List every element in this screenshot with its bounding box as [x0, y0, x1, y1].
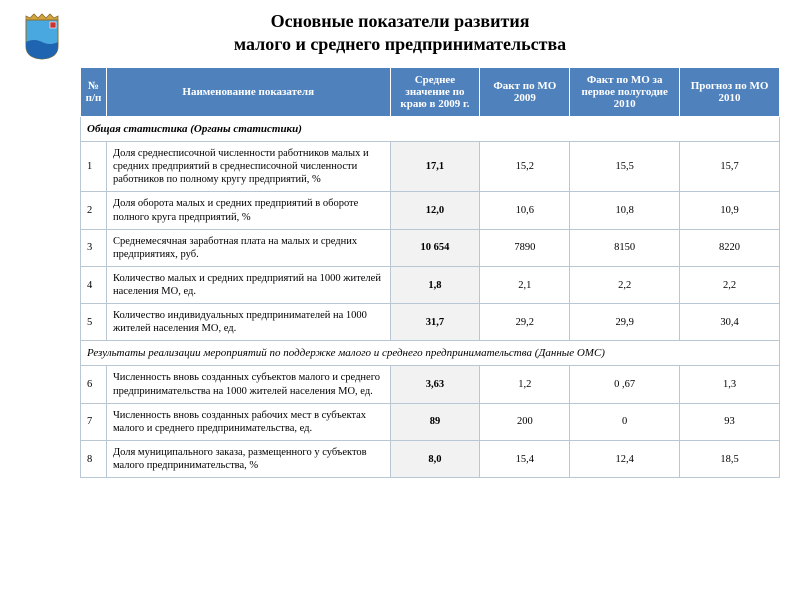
- page-title: Основные показатели развития малого и ср…: [18, 10, 782, 55]
- cell-prog2010: 10,9: [680, 192, 780, 229]
- table-row: 1Доля среднесписочной численности работн…: [81, 142, 780, 192]
- col-header-prog2010: Прогноз по МО 2010: [680, 68, 780, 117]
- cell-avg: 89: [390, 403, 480, 440]
- table-row: 3Среднемесячная заработная плата на малы…: [81, 229, 780, 266]
- cell-avg: 8,0: [390, 440, 480, 477]
- cell-num: 6: [81, 366, 107, 403]
- cell-fact2009: 15,2: [480, 142, 570, 192]
- table-row: 5Количество индивидуальных предпринимате…: [81, 304, 780, 341]
- cell-avg: 17,1: [390, 142, 480, 192]
- section-title-row: Общая статистика (Органы статистики): [81, 117, 780, 142]
- col-header-h12010: Факт по МО за первое полугодие 2010: [570, 68, 680, 117]
- cell-prog2010: 15,7: [680, 142, 780, 192]
- cell-name: Доля муниципального заказа, размещенного…: [106, 440, 390, 477]
- cell-num: 4: [81, 266, 107, 303]
- cell-prog2010: 18,5: [680, 440, 780, 477]
- cell-name: Численность вновь созданных субъектов ма…: [106, 366, 390, 403]
- section-title: Результаты реализации мероприятий по под…: [81, 341, 780, 366]
- cell-name: Количество малых и средних предприятий н…: [106, 266, 390, 303]
- cell-h12010: 0: [570, 403, 680, 440]
- table-row: 6Численность вновь созданных субъектов м…: [81, 366, 780, 403]
- title-line-2: малого и среднего предпринимательства: [234, 34, 566, 54]
- cell-prog2010: 2,2: [680, 266, 780, 303]
- cell-name: Количество индивидуальных предпринимател…: [106, 304, 390, 341]
- cell-avg: 1,8: [390, 266, 480, 303]
- cell-h12010: 12,4: [570, 440, 680, 477]
- cell-num: 7: [81, 403, 107, 440]
- cell-prog2010: 93: [680, 403, 780, 440]
- table-row: 2Доля оборота малых и средних предприяти…: [81, 192, 780, 229]
- col-header-name: Наименование показателя: [106, 68, 390, 117]
- col-header-avg: Среднее значение по краю в 2009 г.: [390, 68, 480, 117]
- cell-h12010: 2,2: [570, 266, 680, 303]
- emblem-icon: [22, 12, 62, 60]
- section-title-row: Результаты реализации мероприятий по под…: [81, 341, 780, 366]
- cell-name: Доля оборота малых и средних предприятий…: [106, 192, 390, 229]
- title-line-1: Основные показатели развития: [271, 11, 530, 31]
- cell-h12010: 15,5: [570, 142, 680, 192]
- col-header-fact2009: Факт по МО 2009: [480, 68, 570, 117]
- cell-num: 3: [81, 229, 107, 266]
- cell-fact2009: 200: [480, 403, 570, 440]
- cell-avg: 12,0: [390, 192, 480, 229]
- cell-h12010: 0 ,67: [570, 366, 680, 403]
- col-header-num: № п/п: [81, 68, 107, 117]
- cell-prog2010: 30,4: [680, 304, 780, 341]
- section-title: Общая статистика (Органы статистики): [81, 117, 780, 142]
- cell-h12010: 8150: [570, 229, 680, 266]
- cell-avg: 10 654: [390, 229, 480, 266]
- cell-name: Доля среднесписочной численности работни…: [106, 142, 390, 192]
- indicators-table: № п/п Наименование показателя Среднее зн…: [80, 67, 780, 478]
- table-row: 7Численность вновь созданных рабочих мес…: [81, 403, 780, 440]
- cell-avg: 31,7: [390, 304, 480, 341]
- cell-fact2009: 15,4: [480, 440, 570, 477]
- cell-num: 1: [81, 142, 107, 192]
- cell-fact2009: 1,2: [480, 366, 570, 403]
- cell-fact2009: 2,1: [480, 266, 570, 303]
- cell-num: 2: [81, 192, 107, 229]
- cell-avg: 3,63: [390, 366, 480, 403]
- cell-prog2010: 1,3: [680, 366, 780, 403]
- cell-name: Численность вновь созданных рабочих мест…: [106, 403, 390, 440]
- cell-h12010: 10,8: [570, 192, 680, 229]
- cell-h12010: 29,9: [570, 304, 680, 341]
- cell-fact2009: 7890: [480, 229, 570, 266]
- cell-name: Среднемесячная заработная плата на малых…: [106, 229, 390, 266]
- table-row: 4Количество малых и средних предприятий …: [81, 266, 780, 303]
- cell-fact2009: 10,6: [480, 192, 570, 229]
- cell-fact2009: 29,2: [480, 304, 570, 341]
- cell-prog2010: 8220: [680, 229, 780, 266]
- table-header-row: № п/п Наименование показателя Среднее зн…: [81, 68, 780, 117]
- cell-num: 8: [81, 440, 107, 477]
- table-row: 8Доля муниципального заказа, размещенног…: [81, 440, 780, 477]
- cell-num: 5: [81, 304, 107, 341]
